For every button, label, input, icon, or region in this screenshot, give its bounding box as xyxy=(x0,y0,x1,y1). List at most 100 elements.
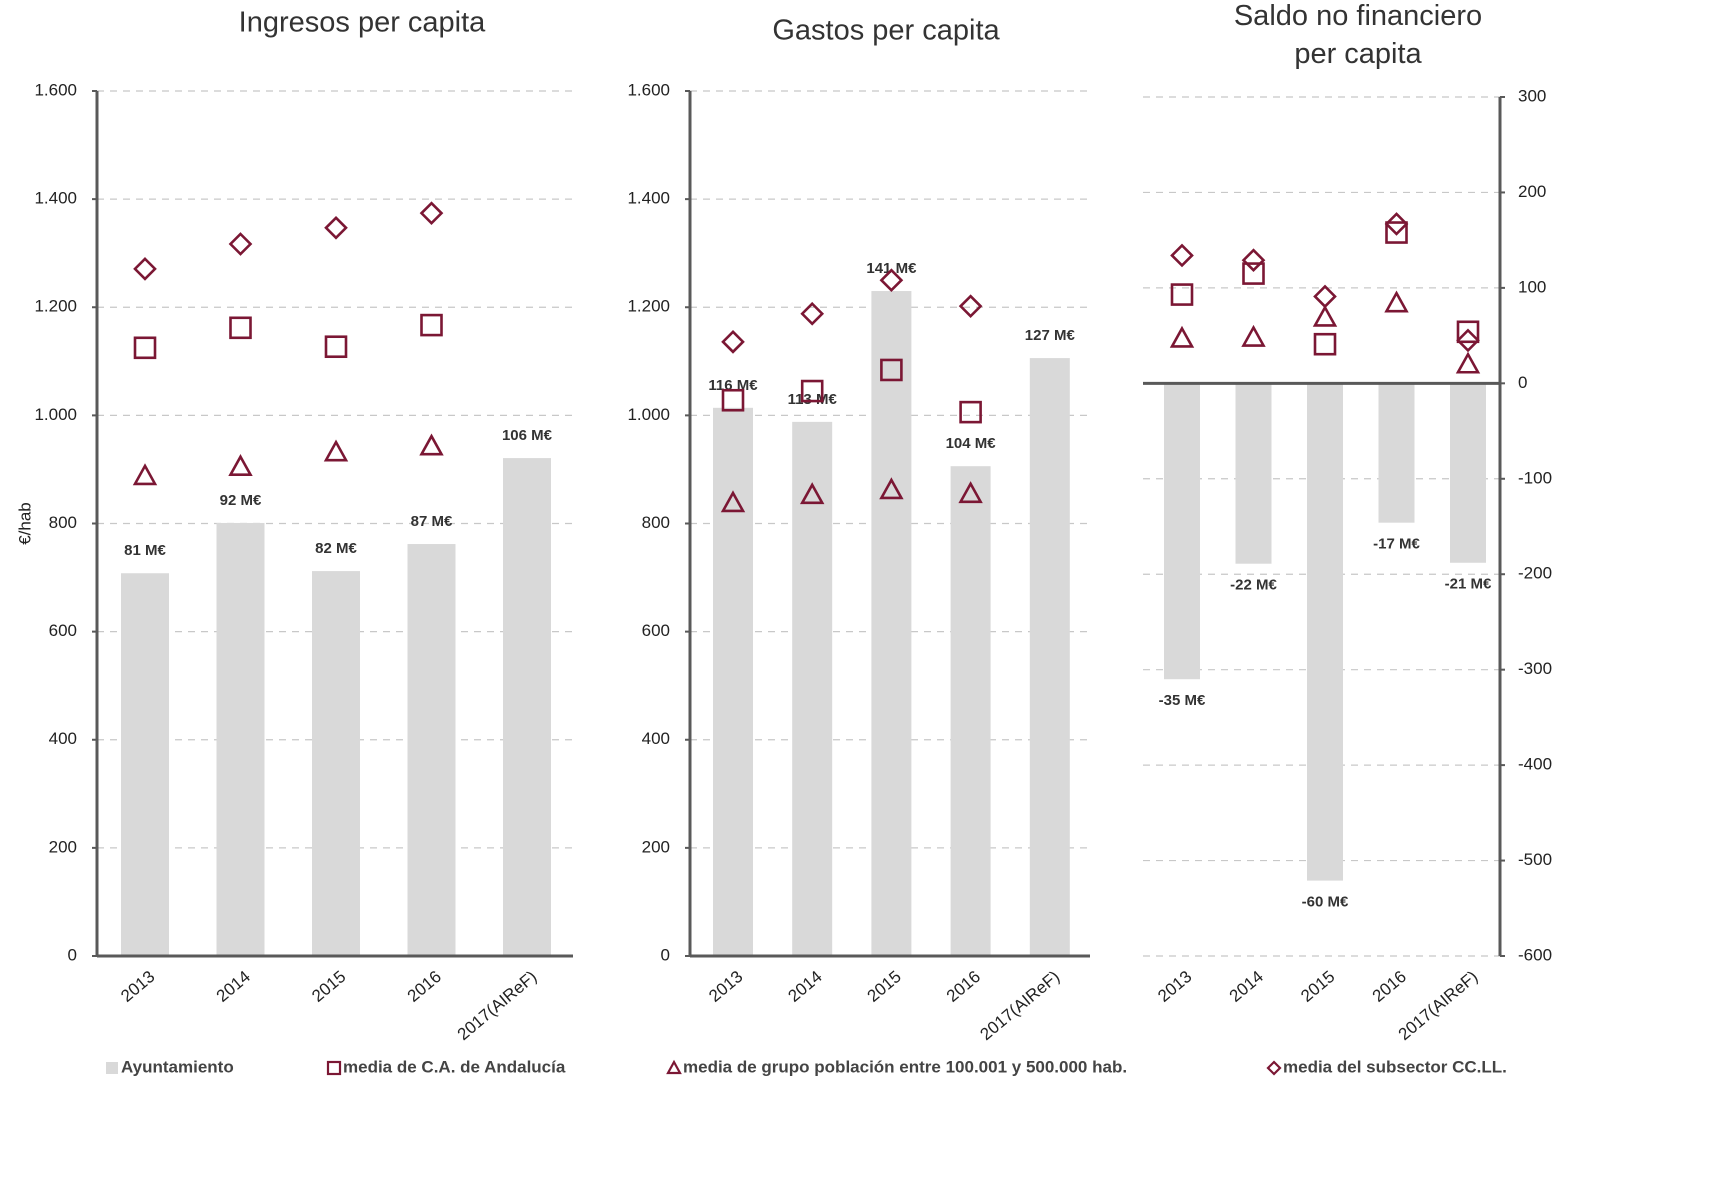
square-marker xyxy=(324,335,348,359)
triangle-marker xyxy=(799,482,825,505)
square-marker xyxy=(880,358,903,382)
panel: Gastos per capita 0 200 400 600 800 1.000 1.200… xyxy=(627,15,1090,1044)
triangle-marker xyxy=(1312,304,1338,327)
bar xyxy=(312,571,360,956)
bar-label: 106 M€ xyxy=(502,427,553,444)
triangle-marker xyxy=(1169,325,1195,348)
legend-swatch xyxy=(326,1060,342,1076)
x-tick-label: 2014 xyxy=(784,967,825,1006)
y-tick-label: -500 xyxy=(1518,850,1552,869)
square-marker xyxy=(1170,283,1194,306)
bar-label: 87 M€ xyxy=(411,513,453,530)
diamond-marker xyxy=(879,268,904,293)
bar xyxy=(1450,383,1486,563)
bar xyxy=(121,573,169,956)
bar xyxy=(1164,383,1200,680)
bar-label: -21 M€ xyxy=(1445,576,1492,593)
bar xyxy=(216,522,265,956)
y-tick-label: 1.000 xyxy=(627,405,670,424)
square-marker xyxy=(1313,332,1337,356)
x-tick-label: 2017(AIReF) xyxy=(454,967,541,1044)
chart-title: Ingresos per capita xyxy=(239,7,487,39)
y-tick-label: 0 xyxy=(68,945,77,964)
bar-label: 113 M€ xyxy=(788,391,838,408)
panel: Saldo no financiero per capita -600 -500 -40… xyxy=(1143,0,1552,1044)
triangle-marker xyxy=(419,433,444,456)
x-tick-label: 2016 xyxy=(404,967,445,1006)
diamond-marker xyxy=(1384,212,1409,236)
bar xyxy=(1307,383,1343,881)
x-tick-label: 2015 xyxy=(308,967,349,1006)
bar-label: 141 M€ xyxy=(866,260,917,277)
bar xyxy=(503,458,551,956)
triangle-marker xyxy=(720,490,746,513)
y-tick-label: -400 xyxy=(1518,755,1552,774)
y-tick-label: 200 xyxy=(49,837,77,856)
diamond-marker xyxy=(133,257,157,281)
bar-label: -22 M€ xyxy=(1230,577,1277,594)
diamond-marker xyxy=(228,232,253,256)
diamond-marker xyxy=(419,201,444,226)
y-tick-label: 400 xyxy=(642,729,670,748)
legend-triangle xyxy=(666,1059,682,1075)
bar xyxy=(1235,383,1272,564)
bar xyxy=(407,544,456,956)
bar xyxy=(713,407,753,956)
legend-square xyxy=(326,1060,342,1076)
bar xyxy=(871,291,912,956)
legend-diamond xyxy=(1266,1060,1282,1076)
diamond-marker xyxy=(1241,248,1266,273)
bar xyxy=(1378,383,1415,523)
x-tick-label: 2016 xyxy=(1369,967,1410,1006)
y-tick-label: 1.600 xyxy=(34,80,77,99)
x-tick-label: 2015 xyxy=(1297,967,1338,1006)
legend-label: Ayuntamiento xyxy=(121,1057,234,1076)
legend-label: media de C.A. de Andalucía xyxy=(343,1057,566,1076)
x-tick-label: 2013 xyxy=(705,967,746,1006)
x-tick-label: 2013 xyxy=(1154,967,1195,1006)
chart-title: Saldo no financiero per capita xyxy=(1234,0,1482,70)
y-tick-label: 1.600 xyxy=(627,80,670,99)
y-tick-label: 1.200 xyxy=(627,297,670,316)
y-tick-label: 200 xyxy=(642,837,670,856)
bar-label: 104 M€ xyxy=(946,435,997,452)
diamond-marker xyxy=(800,301,825,326)
x-tick-label: 2015 xyxy=(864,967,905,1006)
y-tick-label: -300 xyxy=(1518,659,1552,678)
bar-label: 82 M€ xyxy=(315,540,357,557)
square-marker xyxy=(1385,221,1408,244)
bar-label: -60 M€ xyxy=(1302,894,1349,911)
x-tick-label: 2014 xyxy=(1226,967,1267,1006)
y-tick-label: 300 xyxy=(1518,86,1546,105)
diamond-marker xyxy=(1456,328,1480,353)
y-tick-label: 600 xyxy=(49,621,77,640)
bar-label: 127 M€ xyxy=(1025,327,1076,344)
legend-swatch xyxy=(666,1059,682,1075)
x-tick-label: 2017(AIReF) xyxy=(1395,967,1482,1044)
diamond-marker xyxy=(721,330,745,354)
bar xyxy=(792,421,833,956)
diamond-marker xyxy=(958,294,983,319)
y-tick-label: 100 xyxy=(1518,277,1546,296)
x-tick-label: 2016 xyxy=(943,967,984,1006)
triangle-marker xyxy=(1455,351,1481,374)
triangle-marker xyxy=(879,477,904,500)
legend-label: media del subsector CC.LL. xyxy=(1283,1057,1507,1076)
square-marker xyxy=(1456,320,1480,344)
diamond-marker xyxy=(1313,284,1337,309)
bar xyxy=(1029,358,1070,957)
y-tick-label: 0 xyxy=(1518,373,1527,392)
panel: Ingresos per capita €/hab 0 200 400 600 800 1.0… xyxy=(15,7,573,1044)
triangle-marker xyxy=(958,481,983,504)
y-tick-label: 200 xyxy=(1518,182,1546,201)
y-tick-label: -100 xyxy=(1518,468,1552,487)
y-tick-label: 1.400 xyxy=(627,189,670,208)
y-tick-label: 400 xyxy=(49,729,77,748)
y-tick-label: 1.200 xyxy=(34,297,77,316)
diamond-marker xyxy=(1170,243,1194,268)
x-tick-label: 2014 xyxy=(213,967,254,1006)
square-marker xyxy=(721,388,745,412)
bar-label: 92 M€ xyxy=(220,492,262,509)
y-tick-label: -200 xyxy=(1518,564,1552,583)
y-tick-label: 1.400 xyxy=(34,189,77,208)
